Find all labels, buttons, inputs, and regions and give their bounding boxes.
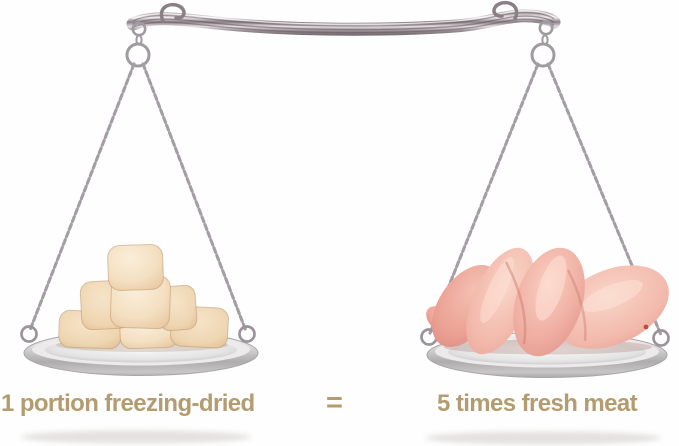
fresh-meat	[426, 247, 669, 357]
right-hanger-ring	[530, 42, 556, 68]
caption-left-label: 1 portion freezing-dried	[1, 390, 255, 417]
left-chain-front	[28, 62, 136, 332]
freeze-dried-cubes	[56, 243, 229, 352]
left-pan-ring-left	[20, 325, 38, 343]
right-beam-ring	[538, 20, 554, 36]
equals-sign: =	[326, 387, 343, 419]
beam-scroll-left	[159, 2, 186, 23]
right-pan-ring-right	[652, 329, 670, 347]
caption-right-label: 5 times fresh meat	[437, 390, 638, 417]
left-chain-back	[141, 62, 248, 333]
left-hanger	[28, 21, 248, 333]
ground-shadows	[21, 430, 661, 445]
beam-scroll-right	[492, 0, 519, 21]
meat-blood-spot	[643, 324, 649, 330]
balance-beam	[133, 0, 554, 33]
left-pan-ring-right	[238, 325, 256, 343]
left-hanger-ring	[125, 42, 151, 68]
